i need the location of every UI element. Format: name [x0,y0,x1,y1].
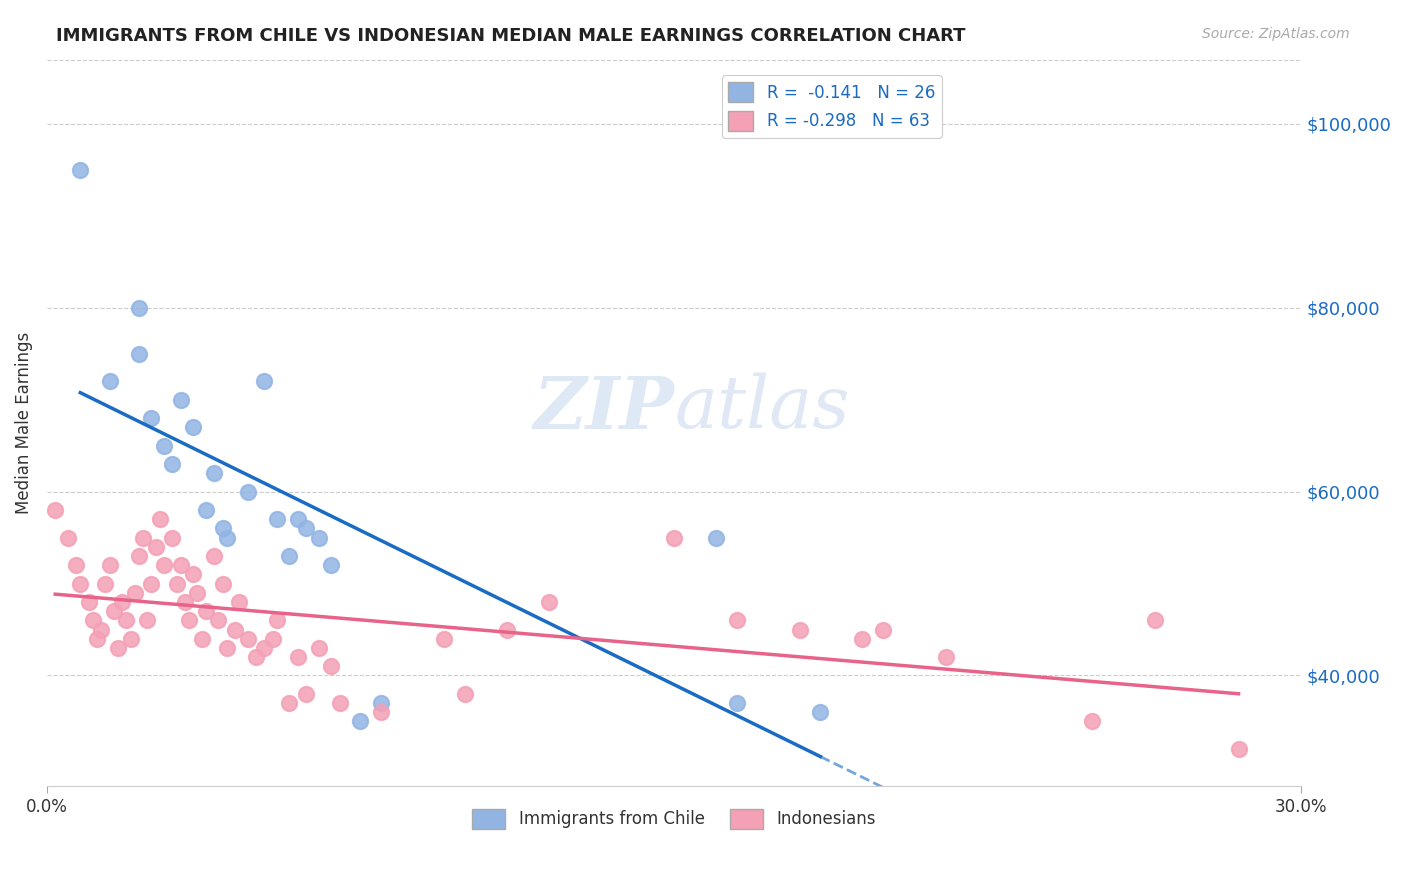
Point [145,540,167,554]
Text: Source: ZipAtlas.com: Source: ZipAtlas.com [1202,27,1350,41]
Point [211,521,233,535]
Point [98,558,121,573]
Point [245,650,267,665]
Point [295,521,318,535]
Point [1143,613,1166,627]
Point [215,531,238,545]
Point [149,512,172,526]
Point [725,696,748,710]
Point [329,696,352,710]
Point [295,687,318,701]
Point [810,705,832,719]
Point [69,162,91,177]
Point [308,640,330,655]
Point [262,632,284,646]
Point [77,595,100,609]
Point [166,576,188,591]
Point [872,623,894,637]
Point [194,503,217,517]
Point [111,595,134,609]
Point [44,503,66,517]
Point [253,374,276,388]
Point [181,567,204,582]
Y-axis label: Median Male Earnings: Median Male Earnings [15,332,32,514]
Point [278,549,301,563]
Point [90,623,112,637]
Point [107,640,129,655]
Point [136,613,159,627]
Point [495,623,517,637]
Point [321,659,343,673]
Point [177,613,200,627]
Point [128,347,150,361]
Point [1081,714,1104,729]
Point [170,558,193,573]
Point [124,586,146,600]
Point [287,650,309,665]
Point [215,640,238,655]
Point [236,632,259,646]
Point [789,623,811,637]
Point [162,457,184,471]
Text: atlas: atlas [673,373,849,443]
Point [132,531,155,545]
Point [370,705,392,719]
Point [120,632,142,646]
Point [1227,742,1250,756]
Point [308,531,330,545]
Point [202,549,225,563]
Legend: Immigrants from Chile, Indonesians: Immigrants from Chile, Indonesians [465,802,883,836]
Point [662,531,685,545]
Point [69,576,91,591]
Point [186,586,208,600]
Point [194,604,217,618]
Point [704,531,727,545]
Point [321,558,343,573]
Point [236,484,259,499]
Point [266,613,288,627]
Point [190,632,212,646]
Point [82,613,104,627]
Point [153,558,176,573]
Point [56,531,79,545]
Point [141,576,163,591]
Point [128,301,150,315]
Point [370,696,392,710]
Point [454,687,477,701]
Point [128,549,150,563]
Point [98,374,121,388]
Point [224,623,246,637]
Text: ZIP: ZIP [533,373,673,443]
Point [115,613,138,627]
Point [141,411,163,425]
Point [537,595,560,609]
Point [851,632,873,646]
Point [207,613,229,627]
Point [278,696,301,710]
Point [181,420,204,434]
Point [153,439,176,453]
Point [162,531,184,545]
Point [94,576,117,591]
Point [103,604,125,618]
Text: IMMIGRANTS FROM CHILE VS INDONESIAN MEDIAN MALE EARNINGS CORRELATION CHART: IMMIGRANTS FROM CHILE VS INDONESIAN MEDI… [56,27,966,45]
Point [173,595,195,609]
Point [86,632,108,646]
Point [253,640,276,655]
Point [170,392,193,407]
Point [433,632,456,646]
Point [725,613,748,627]
Point [266,512,288,526]
Point [228,595,250,609]
Point [349,714,371,729]
Point [287,512,309,526]
Point [65,558,87,573]
Point [202,467,225,481]
Point [935,650,957,665]
Point [211,576,233,591]
